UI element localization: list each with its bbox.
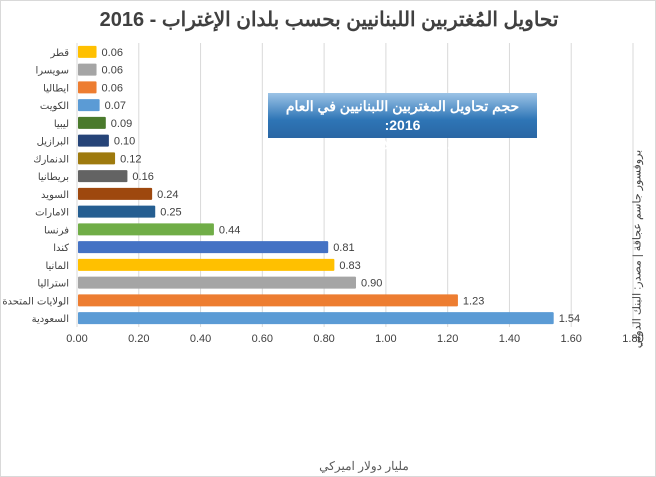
total-callout: حجم تحاويل المغتربين اللبنانيين في العام… (268, 93, 537, 152)
bar (78, 294, 458, 307)
data-label: 0.06 (102, 47, 123, 59)
y-tick-label: السويد (41, 190, 69, 201)
data-label: 0.06 (102, 65, 123, 77)
bar (78, 205, 156, 218)
bar (78, 45, 97, 58)
y-tick-label: الدنمارك (33, 154, 69, 165)
chart-title: تحاويل المُغتربين اللبنانيين بحسب بلدان … (99, 9, 559, 31)
bar (78, 187, 153, 200)
bar (78, 223, 214, 236)
data-label: 0.10 (114, 136, 135, 148)
data-label: 0.06 (102, 82, 123, 94)
x-tick-label: 1.40 (499, 333, 520, 345)
y-tick-label: فرنسا (44, 225, 69, 236)
y-tick-label: السعودية (32, 314, 69, 325)
data-label: 0.07 (105, 100, 126, 112)
data-label: 1.23 (463, 295, 484, 307)
data-label: 0.25 (160, 207, 181, 219)
x-tick-label: 0.60 (252, 333, 273, 345)
bar (78, 241, 329, 254)
y-tick-label: الولايات المتحدة (2, 296, 69, 307)
y-tick-label: البرازيل (37, 137, 69, 148)
callout-line1: حجم تحاويل المغتربين اللبنانيين في العام… (285, 98, 520, 133)
x-tick-label: 1.60 (561, 333, 582, 345)
x-tick-label: 1.80 (622, 333, 643, 345)
x-tick-label: 1.00 (375, 333, 396, 345)
y-tick-label: المانيا (45, 261, 69, 272)
bar (78, 276, 356, 289)
y-tick-label: استراليا (37, 279, 69, 290)
data-label: 0.24 (157, 189, 178, 201)
bar (78, 170, 128, 183)
x-axis-label: مليار دولار اميركي (319, 459, 409, 473)
y-tick-label: ليبيا (54, 119, 69, 130)
y-tick-label: كندا (53, 243, 69, 254)
data-label: 0.81 (333, 242, 354, 254)
data-label: 0.44 (219, 224, 240, 236)
x-tick-label: 1.20 (437, 333, 458, 345)
y-tick-label: بريطانيا (38, 172, 69, 183)
data-label: 0.16 (132, 171, 153, 183)
bar (78, 81, 97, 94)
y-tick-label: الكويت (40, 101, 69, 112)
y-tick-label: قطر (49, 48, 69, 59)
data-label: 0.12 (120, 153, 141, 165)
data-label: 0.90 (361, 278, 382, 290)
data-label: 1.54 (559, 313, 580, 325)
bar (78, 116, 106, 129)
bar (78, 152, 116, 165)
x-tick-label: 0.20 (128, 333, 149, 345)
bar (78, 258, 335, 271)
bar (78, 63, 97, 76)
bar (78, 134, 109, 147)
bar (78, 312, 554, 325)
data-label: 0.83 (339, 260, 360, 272)
data-label: 0.09 (111, 118, 132, 130)
bar (78, 99, 100, 112)
y-tick-label: ايطاليا (43, 83, 69, 94)
source-note: بروفسور جاسم عجاقة | مصدر: البنك الدولي (631, 149, 644, 349)
x-tick-label: 0.80 (313, 333, 334, 345)
y-tick-label: سويسرا (35, 66, 69, 77)
x-tick-label: 0.40 (190, 333, 211, 345)
y-tick-label: الامارات (35, 208, 69, 219)
x-tick-label: 0.00 (66, 333, 87, 345)
callout-line2: 7.616 مليار دولار اميركي (330, 136, 475, 152)
